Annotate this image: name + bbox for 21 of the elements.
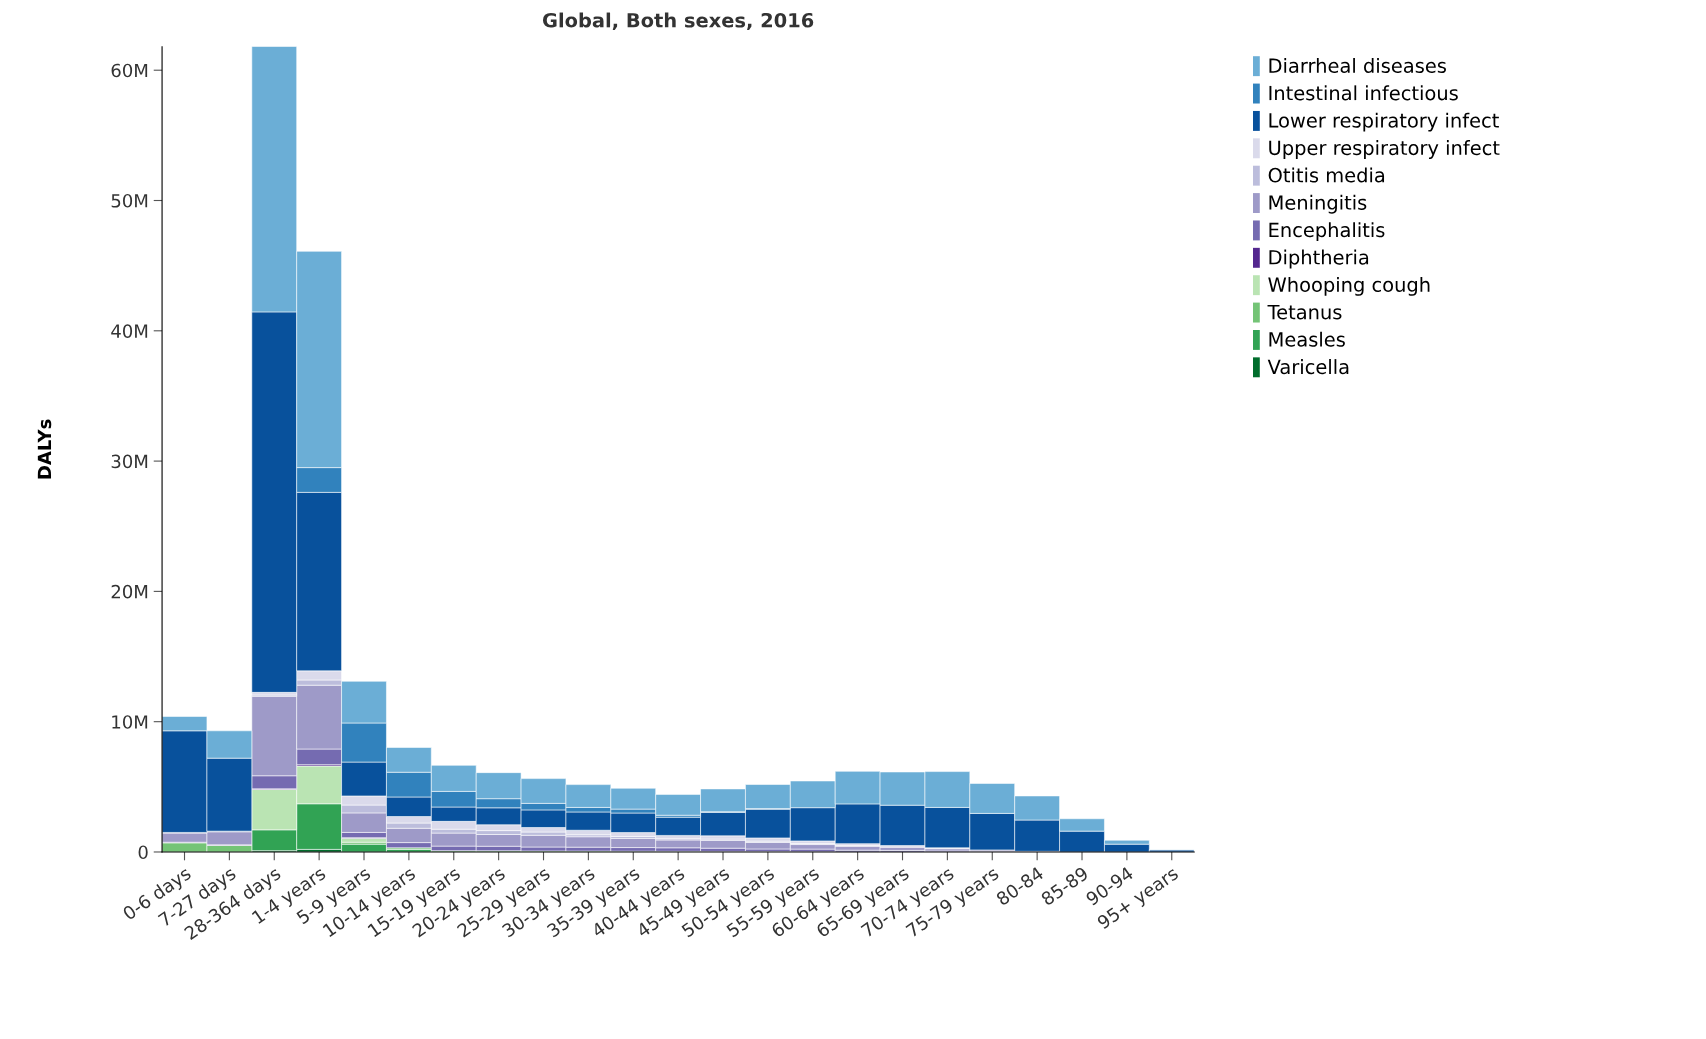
legend-label: Tetanus: [1267, 304, 1342, 320]
legend-label: Upper respiratory infect: [1269, 140, 1500, 159]
legend-label: Diphtheria: [1269, 249, 1369, 269]
y-tick-label: 10M: [112, 715, 148, 729]
y-tick-label: 20M: [111, 584, 148, 599]
legend-label: Varicella: [1267, 359, 1349, 375]
y-axis-title: DALYs: [37, 419, 52, 479]
legend-label: Encephalitis: [1269, 222, 1385, 242]
y-tick-label: 60M: [111, 63, 148, 78]
y-tick-label: 0: [138, 845, 148, 860]
legend-label: Meningitis: [1269, 194, 1367, 214]
legend-label: Whooping cough: [1268, 276, 1430, 296]
legend-label: Diarrheal diseases: [1269, 57, 1446, 74]
y-tick-label: 30M: [111, 454, 148, 469]
legend-label: Lower respiratory infect: [1269, 112, 1499, 132]
chart-title: Global, Both sexes, 2016: [542, 12, 814, 31]
legend-label: Intestinal infectious: [1269, 85, 1458, 101]
y-tick-label: 40M: [111, 324, 148, 338]
y-tick-label: 50M: [111, 193, 148, 208]
legend-label: Otitis media: [1268, 167, 1385, 183]
legend-label: Measles: [1269, 331, 1345, 347]
